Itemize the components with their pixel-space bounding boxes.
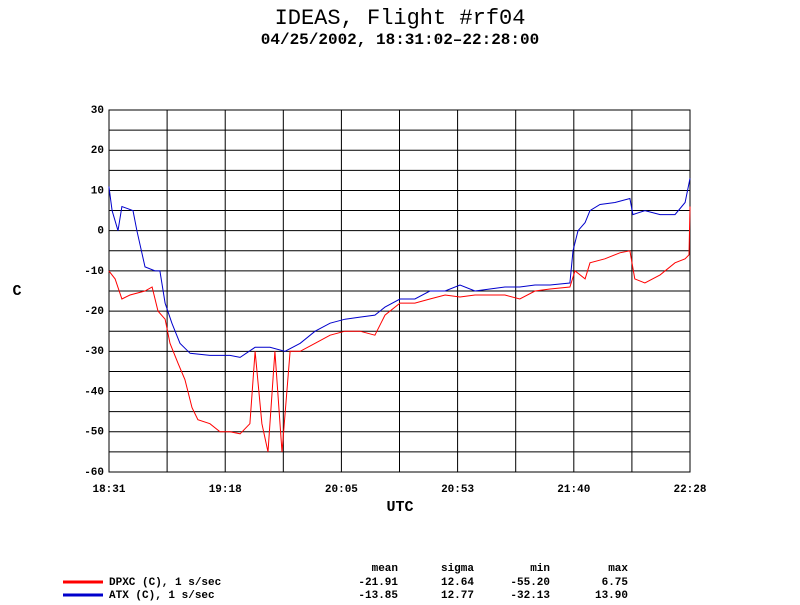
legend-label: ATX (C), 1 s/sec — [109, 590, 215, 602]
x-tick-label: 22:28 — [673, 484, 706, 496]
summary-header: mean — [372, 563, 398, 575]
y-tick-label: 30 — [91, 105, 104, 117]
y-tick-label: 10 — [91, 185, 104, 197]
x-tick-label: 21:40 — [557, 484, 590, 496]
summary-value: 13.90 — [595, 590, 628, 602]
x-tick-label: 20:53 — [441, 484, 474, 496]
y-tick-label: -30 — [84, 346, 104, 358]
summary-value: -55.20 — [510, 577, 550, 589]
series-line — [108, 178, 691, 358]
y-tick-label: 20 — [91, 145, 104, 157]
y-axis-label: C — [12, 283, 21, 300]
chart-subtitle: 04/25/2002, 18:31:02–22:28:00 — [261, 31, 539, 49]
summary-value: 12.77 — [441, 590, 474, 602]
legend-label: DPXC (C), 1 s/sec — [109, 577, 221, 589]
chart-title: IDEAS, Flight #rf04 — [275, 6, 526, 31]
x-tick-label: 19:18 — [209, 484, 242, 496]
series-line — [108, 206, 691, 453]
y-tick-label: -10 — [84, 266, 104, 278]
summary-header: sigma — [441, 563, 474, 575]
x-tick-label: 20:05 — [325, 484, 358, 496]
summary-header: max — [608, 563, 628, 575]
y-tick-label: -60 — [84, 467, 104, 479]
y-tick-label: -40 — [84, 386, 104, 398]
x-axis-label: UTC — [386, 499, 413, 516]
summary-value: -32.13 — [510, 590, 550, 602]
plot-frame — [108, 109, 691, 473]
summary-value: -13.85 — [358, 590, 398, 602]
x-tick-label: 18:31 — [92, 484, 125, 496]
summary-value: 12.64 — [441, 577, 474, 589]
summary-header: min — [530, 563, 550, 575]
summary-value: -21.91 — [358, 577, 398, 589]
summary-value: 6.75 — [602, 577, 629, 589]
y-tick-label: -20 — [84, 306, 104, 318]
y-tick-label: -50 — [84, 427, 104, 439]
y-tick-label: 0 — [97, 226, 104, 238]
